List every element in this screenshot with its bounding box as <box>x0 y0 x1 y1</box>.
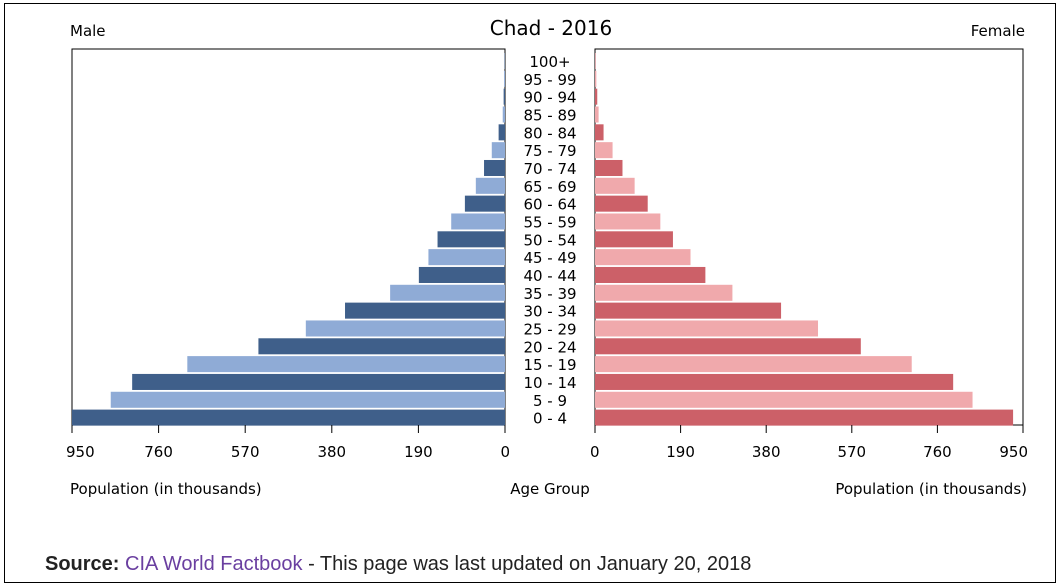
source-suffix: - This page was last updated on January … <box>302 553 752 575</box>
age-group-label: 85 - 89 <box>523 107 576 125</box>
age-group-label: 70 - 74 <box>523 160 576 178</box>
female-bar-19 <box>595 391 973 408</box>
male-bar-20 <box>72 409 505 426</box>
male-bar-14 <box>345 302 505 319</box>
male-bar-12 <box>418 266 505 283</box>
female-bar-11 <box>595 249 691 266</box>
male-header-label: Male <box>70 22 106 40</box>
male-bar-16 <box>258 338 505 355</box>
age-group-label: 10 - 14 <box>523 374 576 392</box>
age-group-label: 95 - 99 <box>523 71 576 89</box>
female-bar-2 <box>595 88 598 105</box>
age-group-label: 0 - 4 <box>533 410 567 428</box>
female-bar-9 <box>595 213 661 230</box>
male-bar-6 <box>484 159 505 177</box>
chart-title: Chad - 2016 <box>490 16 612 40</box>
male-tick-label: 380 <box>317 443 346 461</box>
source-link[interactable]: CIA World Factbook <box>125 553 303 575</box>
age-group-label: 75 - 79 <box>523 142 576 160</box>
age-group-label: 20 - 24 <box>523 338 576 356</box>
male-bar-3 <box>502 106 505 123</box>
age-group-label: 50 - 54 <box>523 231 576 249</box>
age-group-label: 30 - 34 <box>523 303 576 321</box>
chart-frame: Male Female Chad - 2016 100+ 95 - 99 90 - 94 8… <box>4 3 1056 583</box>
age-group-label: 100+ <box>529 53 570 71</box>
age-group-label: 45 - 49 <box>523 249 576 267</box>
age-group-label: 90 - 94 <box>523 89 576 107</box>
male-axis-title: Population (in thousands) <box>70 480 262 498</box>
male-tick-label: 570 <box>231 443 260 461</box>
male-bar-9 <box>451 213 505 230</box>
male-bar-4 <box>498 124 505 141</box>
female-bar-16 <box>595 338 861 355</box>
age-group-label: 80 - 84 <box>523 124 576 142</box>
age-group-label: 25 - 29 <box>523 320 576 338</box>
age-group-label: 15 - 19 <box>523 356 576 374</box>
female-bar-15 <box>595 320 819 337</box>
age-group-label: 65 - 69 <box>523 178 576 196</box>
female-bar-10 <box>595 231 673 248</box>
age-group-axis-title: Age Group <box>510 480 589 498</box>
age-group-label: 40 - 44 <box>523 267 576 285</box>
female-bar-7 <box>595 177 635 194</box>
female-header-label: Female <box>971 22 1025 40</box>
male-bar-7 <box>475 177 505 194</box>
male-bar-19 <box>110 391 506 408</box>
age-group-label: 35 - 39 <box>523 285 576 303</box>
source-line: Source: CIA World Factbook - This page w… <box>45 553 751 576</box>
female-bar-6 <box>595 159 623 177</box>
female-bar-13 <box>595 284 733 301</box>
female-bar-1 <box>595 70 597 87</box>
age-group-label: 5 - 9 <box>533 392 567 410</box>
male-bar-1 <box>504 70 505 87</box>
male-bar-8 <box>464 195 505 212</box>
female-axis-title: Population (in thousands) <box>835 480 1027 498</box>
female-bar-20 <box>595 409 1014 426</box>
male-bar-13 <box>390 284 505 301</box>
male-bar-11 <box>428 249 505 266</box>
male-tick-label: 0 <box>500 443 510 461</box>
male-tick-label: 760 <box>144 443 173 461</box>
female-bar-3 <box>595 106 599 123</box>
female-tick-label: 760 <box>923 443 952 461</box>
male-bar-5 <box>491 142 505 159</box>
male-tick-label: 950 <box>66 443 95 461</box>
female-bar-8 <box>595 195 648 212</box>
age-group-label: 60 - 64 <box>523 196 576 214</box>
female-tick-label: 190 <box>666 443 695 461</box>
male-bar-17 <box>187 356 505 373</box>
source-label: Source: <box>45 553 120 575</box>
male-tick-label: 190 <box>404 443 433 461</box>
female-bar-18 <box>595 373 954 390</box>
age-group-label: 55 - 59 <box>523 214 576 232</box>
male-bar-18 <box>132 373 505 390</box>
male-bar-10 <box>437 231 505 248</box>
male-bar-15 <box>305 320 505 337</box>
female-tick-label: 950 <box>999 443 1028 461</box>
female-tick-label: 0 <box>590 443 600 461</box>
female-bar-17 <box>595 356 912 373</box>
female-bar-5 <box>595 142 613 159</box>
female-bar-12 <box>595 266 706 283</box>
female-bar-14 <box>595 302 782 319</box>
female-bar-4 <box>595 124 604 141</box>
female-tick-label: 570 <box>837 443 866 461</box>
male-bar-2 <box>503 88 505 105</box>
female-tick-label: 380 <box>752 443 781 461</box>
